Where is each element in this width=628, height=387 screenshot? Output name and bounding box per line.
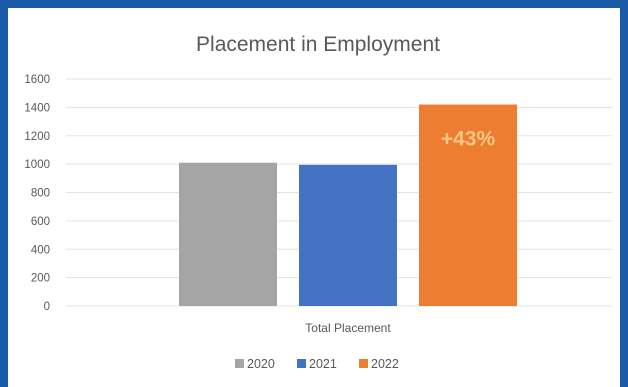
x-category-label: Total Placement	[305, 321, 391, 335]
growth-annotation: +43%	[441, 128, 496, 151]
legend-swatch-2021	[297, 359, 306, 368]
bar-2022	[419, 104, 517, 306]
bar-chart: Placement in Employment 0 200 400 600 800 100…	[24, 33, 612, 371]
y-tick-label: 200	[31, 273, 50, 285]
y-tick-label: 1600	[24, 74, 50, 86]
chart-panel: Placement in Employment 0 200 400 600 800 100…	[8, 8, 620, 387]
legend-swatch-2022	[359, 359, 368, 368]
y-tick-label: 1200	[24, 131, 50, 143]
y-tick-label: 1400	[24, 102, 50, 114]
y-tick-label: 600	[31, 216, 50, 228]
legend-label-2021: 2021	[309, 357, 337, 371]
x-axis-categories: Total Placement	[305, 321, 391, 335]
legend: 2020 2021 2022	[235, 357, 399, 371]
bar-2020	[179, 162, 277, 306]
y-tick-label: 0	[44, 301, 50, 313]
bar-2021	[299, 164, 397, 306]
bars: +43%	[179, 104, 517, 306]
y-tick-label: 1000	[24, 159, 50, 171]
legend-label-2020: 2020	[247, 357, 275, 371]
y-tick-label: 800	[31, 188, 50, 200]
chart-title: Placement in Employment	[196, 33, 440, 56]
legend-label-2022: 2022	[371, 357, 399, 371]
y-tick-label: 400	[31, 244, 50, 256]
y-axis-ticks: 0 200 400 600 800 1000 1200 1400 1600	[24, 74, 50, 313]
legend-swatch-2020	[235, 359, 244, 368]
